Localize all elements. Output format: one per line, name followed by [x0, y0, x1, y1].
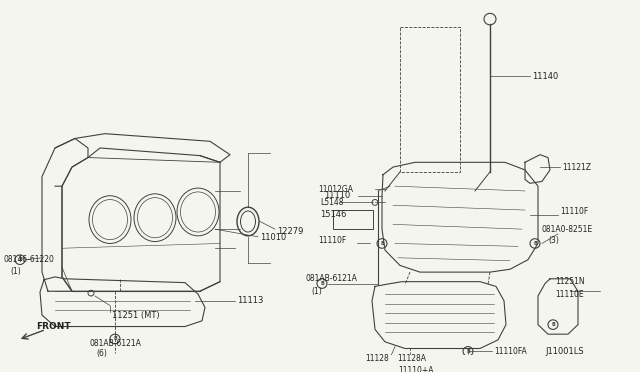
Text: 11110+A: 11110+A — [398, 366, 433, 372]
Text: 11110F: 11110F — [560, 208, 588, 217]
Text: 11121Z: 11121Z — [562, 163, 591, 171]
Text: J11001LS: J11001LS — [545, 347, 584, 356]
Text: 081AB-6121A: 081AB-6121A — [305, 274, 357, 283]
Text: 11012GA: 11012GA — [318, 185, 353, 193]
Text: B: B — [113, 336, 117, 341]
Text: L5148: L5148 — [320, 198, 344, 207]
Text: (6): (6) — [96, 349, 107, 358]
Text: 11110FA: 11110FA — [494, 347, 527, 356]
Text: B: B — [551, 322, 555, 327]
Text: 11251 (MT): 11251 (MT) — [112, 311, 159, 320]
Text: 15146: 15146 — [320, 210, 346, 219]
Text: 11010: 11010 — [260, 233, 286, 242]
Text: 08146-61220: 08146-61220 — [4, 255, 55, 264]
Text: (1): (1) — [10, 267, 20, 276]
Text: 11110E: 11110E — [555, 289, 584, 299]
Text: 11113: 11113 — [237, 296, 264, 305]
Text: 12279: 12279 — [277, 227, 303, 235]
Text: B: B — [533, 241, 537, 246]
Text: (1): (1) — [311, 287, 322, 296]
Text: B: B — [466, 349, 470, 354]
Text: 11110F: 11110F — [318, 236, 346, 245]
Text: 11128: 11128 — [365, 353, 388, 363]
Text: (3): (3) — [548, 236, 559, 245]
Text: 11110: 11110 — [324, 191, 350, 200]
Text: 081A0-8251E: 081A0-8251E — [542, 225, 593, 234]
Text: B: B — [18, 257, 22, 262]
Text: B: B — [380, 241, 384, 246]
Text: 11140: 11140 — [532, 72, 558, 81]
Text: 11251N: 11251N — [555, 277, 584, 286]
Text: FRONT: FRONT — [36, 322, 70, 331]
Text: B: B — [320, 281, 324, 286]
Text: 11128A: 11128A — [397, 353, 426, 363]
Text: 081AB-6121A: 081AB-6121A — [90, 339, 142, 348]
